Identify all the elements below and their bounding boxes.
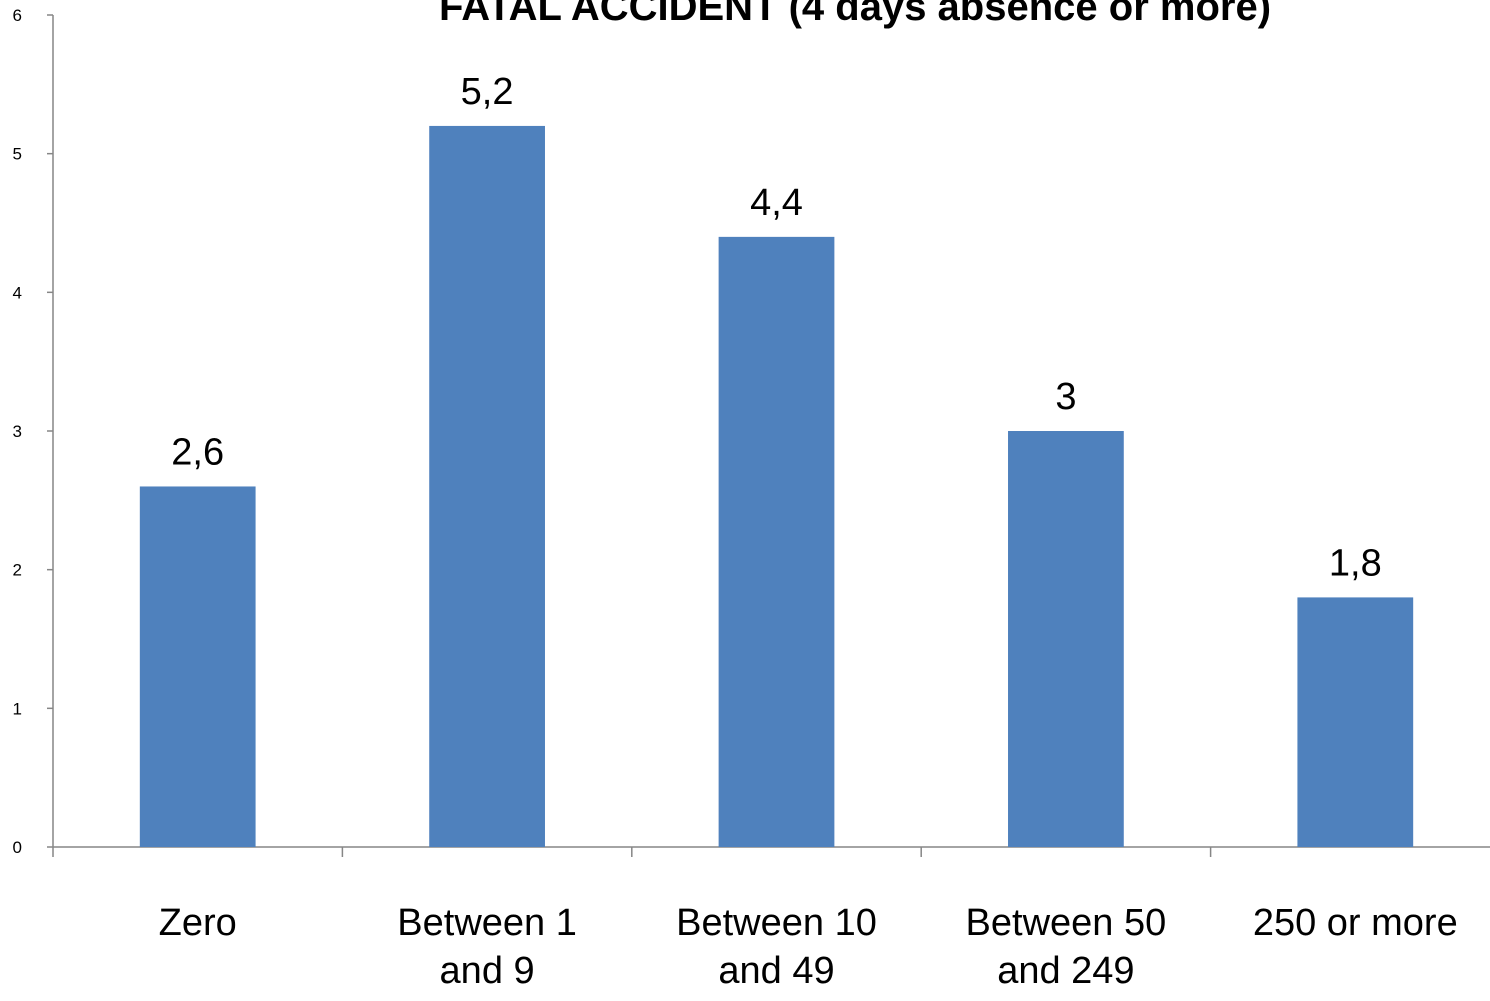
y-tick-label: 6 [13,6,22,25]
bar [718,236,835,847]
category-label: Between 50 and 249 [966,902,1167,992]
data-label: 1,8 [1329,542,1382,584]
bar [139,486,256,847]
category-label: Between 10 and 49 [676,902,877,992]
bar-series [139,125,1414,847]
category-label: 250 or more [1253,902,1458,944]
y-tick-label: 4 [13,283,22,302]
data-labels: 2,6 5,2 4,4 3 1,8 [171,71,1381,584]
data-label: 3 [1055,376,1076,418]
data-label: 4,4 [750,182,803,224]
bar [429,125,545,847]
y-tick-label: 2 [13,561,22,580]
data-label: 5,2 [461,71,514,113]
y-tick-label: 5 [13,145,22,164]
bar [1297,597,1414,847]
y-tick-label: 1 [13,699,22,718]
x-axis-ticks [52,847,1212,857]
y-axis-ticks: 0 1 2 3 4 5 6 [13,6,53,857]
category-label: Zero [159,902,237,944]
chart-title: FATAL ACCIDENT (4 days absence or more) [439,0,1271,29]
y-tick-label: 0 [13,838,22,857]
y-tick-label: 3 [13,422,22,441]
bar [1008,431,1124,847]
category-label: Between 1 and 9 [397,902,577,992]
category-labels: Zero Between 1 and 9 Between 10 and 49 Betwee… [159,902,1458,992]
data-label: 2,6 [171,431,224,473]
